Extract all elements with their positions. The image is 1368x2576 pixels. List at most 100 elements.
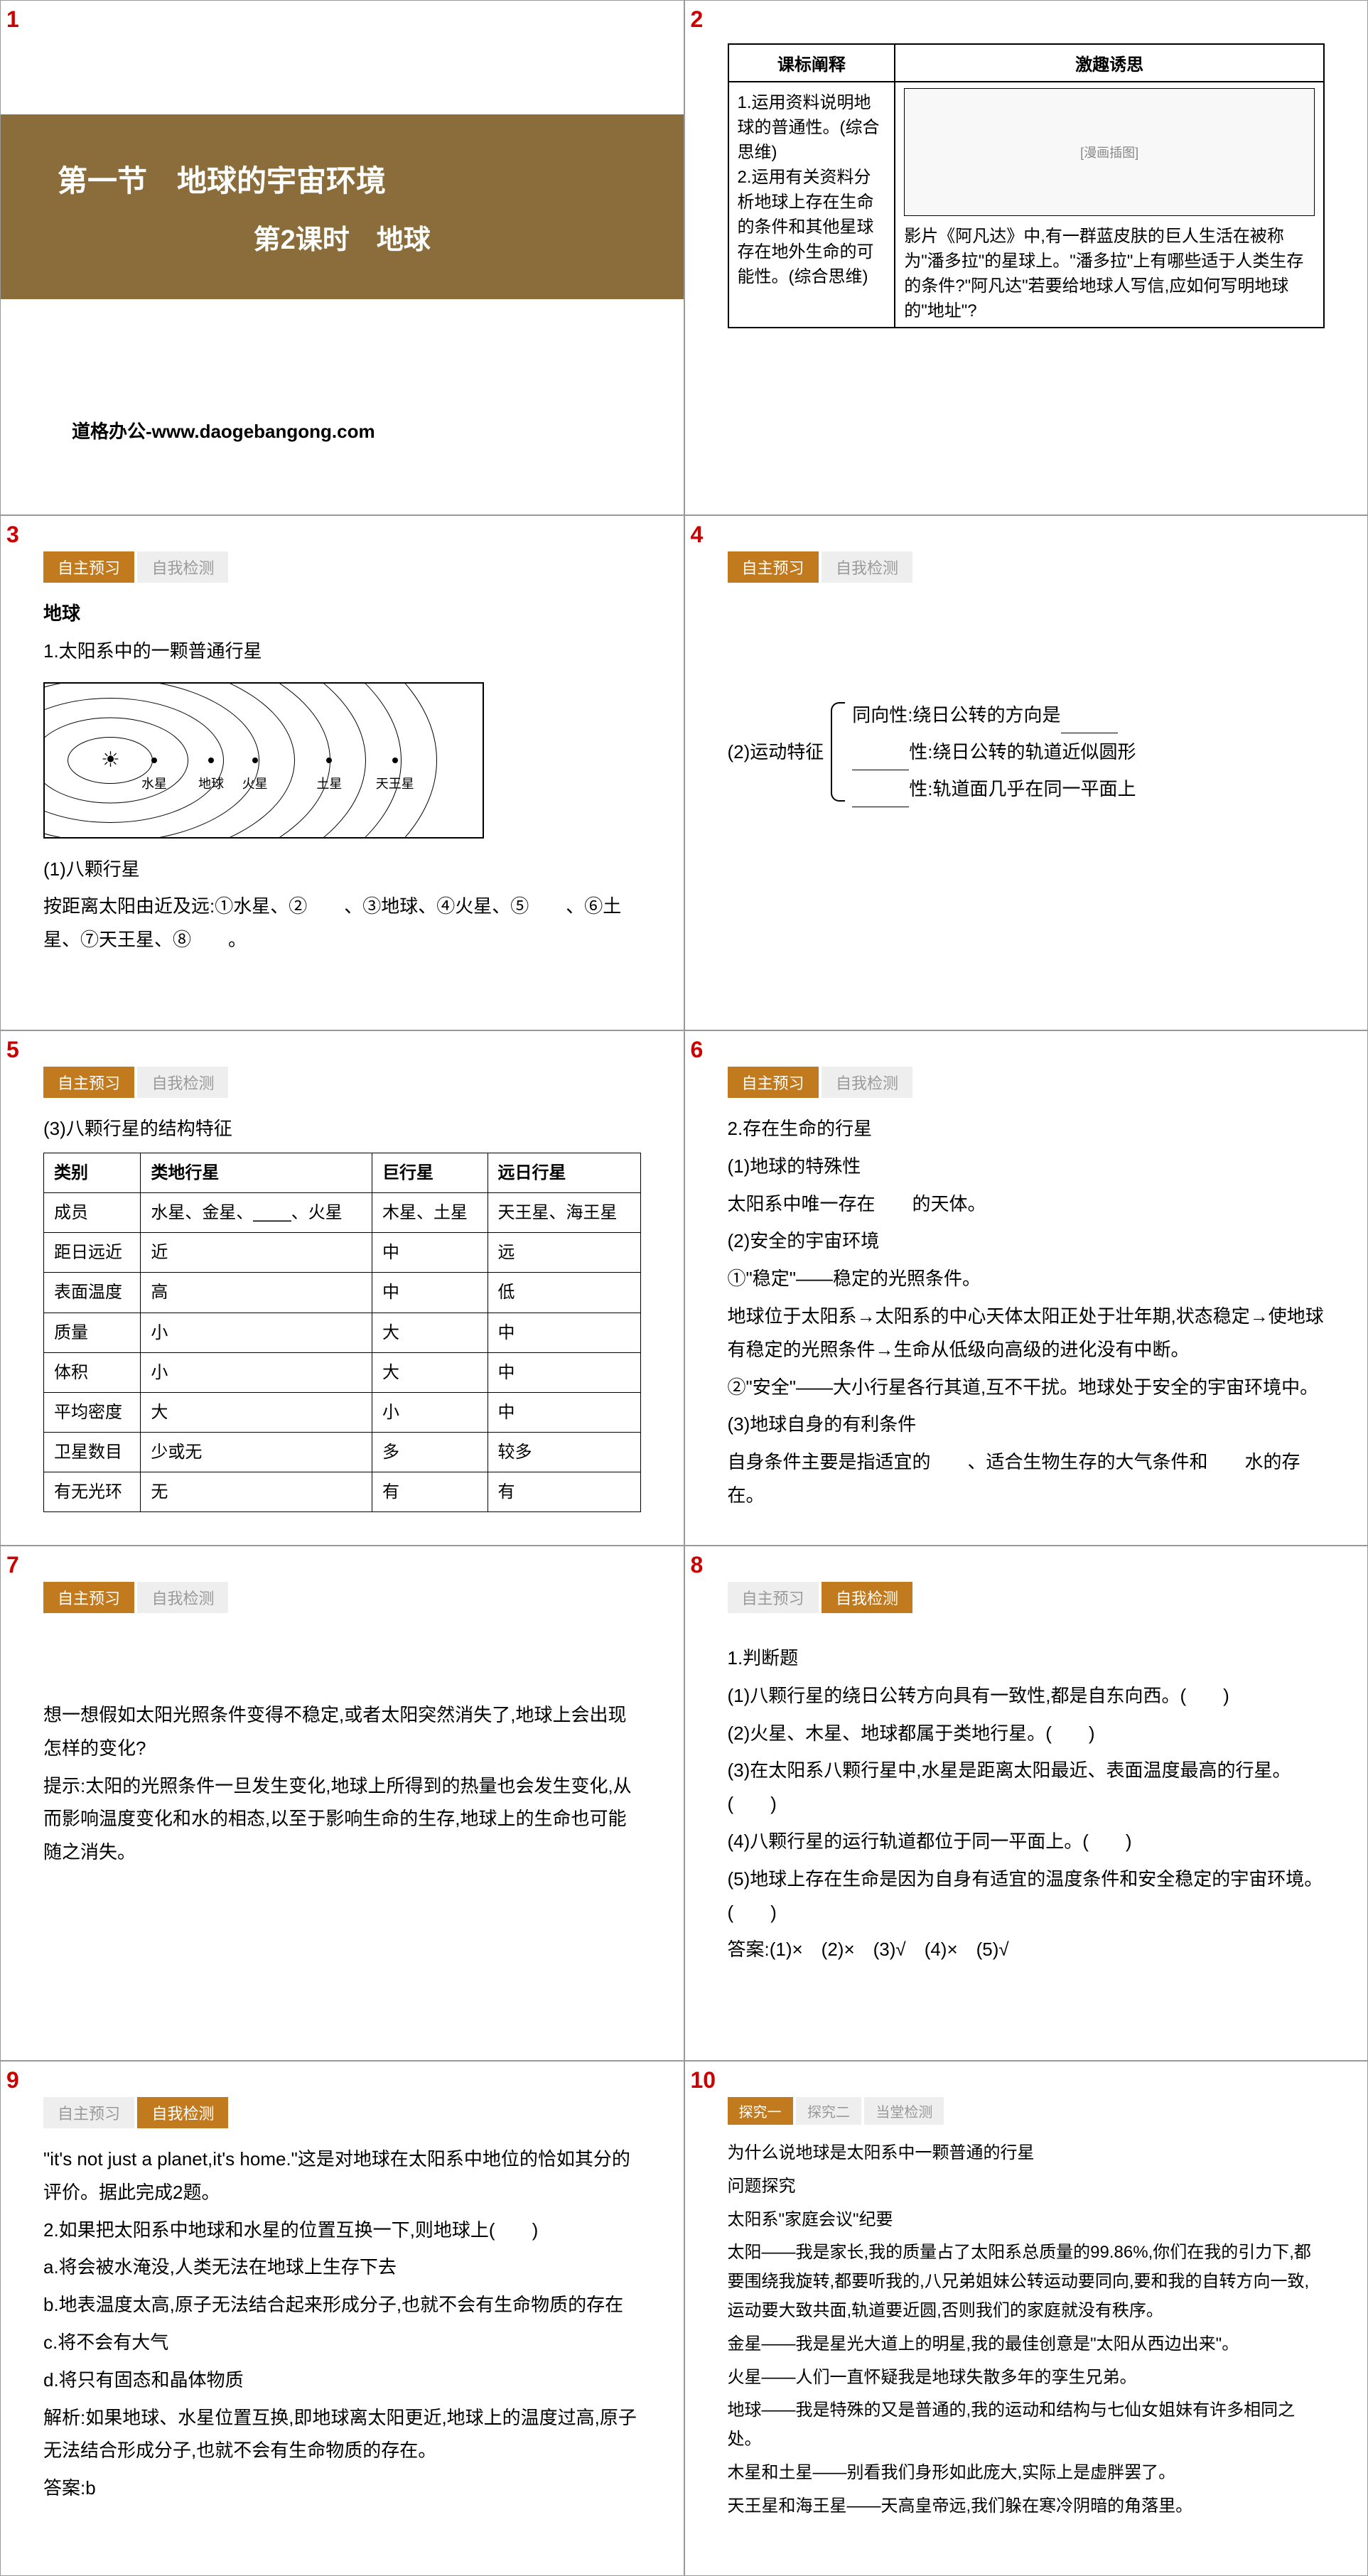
line: 按距离太阳由近及远:①水星、② 、③地球、④火星、⑤ 、⑥土星、⑦天王星、⑧ 。: [43, 890, 641, 956]
planet-dot: [326, 758, 332, 763]
slide-1: 1 第一节 地球的宇宙环境 第2课时 地球 道格办公-www.daogebang…: [0, 0, 684, 515]
tab-preview[interactable]: 自主预习: [728, 551, 819, 583]
tab-explore2[interactable]: 探究二: [796, 2097, 861, 2125]
table-cell: 成员: [44, 1192, 141, 1232]
table-row: 体积小大中: [44, 1352, 641, 1392]
table-row: 卫星数目少或无多较多: [44, 1433, 641, 1472]
tabs: 探究一 探究二 当堂检测: [728, 2097, 1325, 2125]
content-line: 木星和土星——别看我们身形如此庞大,实际上是虚胖罢了。: [728, 2459, 1325, 2488]
tab-test[interactable]: 自我检测: [822, 1067, 912, 1098]
blank: [852, 748, 909, 770]
table-cell: 低: [488, 1273, 640, 1313]
tab-preview[interactable]: 自主预习: [43, 1067, 134, 1098]
title-main: 第一节 地球的宇宙环境: [58, 157, 627, 200]
content-s6: 2.存在生命的行星(1)地球的特殊性太阳系中唯一存在 的天体。(2)安全的宇宙环…: [728, 1112, 1325, 1512]
bracket-item-text: 性:绕日公转的轨道近似圆形: [909, 741, 1136, 762]
content-line: 1.判断题: [728, 1642, 1325, 1675]
blank: [852, 785, 909, 807]
table-row: 有无光环无有有: [44, 1472, 641, 1512]
content-line: 自身条件主要是指适宜的 、适合生物生存的大气条件和 水的存在。: [728, 1445, 1325, 1512]
tab-explore1[interactable]: 探究一: [728, 2097, 793, 2125]
slide-number: 10: [691, 2067, 716, 2093]
content-line: (1)八颗行星的绕日公转方向具有一致性,都是自东向西。( ): [728, 1679, 1325, 1713]
tab-preview[interactable]: 自主预习: [43, 2097, 134, 2128]
table-cell: 少或无: [141, 1433, 372, 1472]
footer-link: 道格办公-www.daogebangong.com: [72, 417, 375, 443]
planet-dot: [392, 758, 398, 763]
table-row: 质量小大中: [44, 1313, 641, 1352]
content-line: c.将不会有大气: [43, 2326, 641, 2359]
table-cell: 表面温度: [44, 1273, 141, 1313]
content-line: 为什么说地球是太阳系中一颗普通的行星: [728, 2139, 1325, 2168]
slide-3: 3 自主预习 自我检测 地球 1.太阳系中的一颗普通行星 ☀ 水星地球火星土星天…: [0, 515, 684, 1030]
slide-8: 8 自主预习 自我检测 1.判断题 (1)八颗行星的绕日公转方向具有一致性,都是自…: [684, 1546, 1368, 2061]
slide-2: 2 课标阐释 激趣诱思 1.运用资料说明地球的普通性。(综合思维) 2.运用有关…: [684, 0, 1368, 515]
s2-col2-cell: [漫画插图] 影片《阿凡达》中,有一群蓝皮肤的巨人生活在被称为"潘多拉"的星球上…: [895, 82, 1324, 328]
slide-7: 7 自主预习 自我检测 想一想假如太阳光照条件变得不稳定,或者太阳突然消失了,地…: [0, 1546, 684, 2061]
content-line: (1)地球的特殊性: [728, 1150, 1325, 1183]
table-cell: 远: [488, 1233, 640, 1273]
tabs: 自主预习 自我检测: [728, 1582, 1325, 1613]
content-line: 问题探究: [728, 2172, 1325, 2202]
bracket-block: (2)运动特征 同向性:绕日公转的方向是 性:绕日公转的轨道近似圆形 性:轨道面…: [728, 696, 1325, 807]
content-line: 2.存在生命的行星: [728, 1112, 1325, 1146]
slides-grid: 1 第一节 地球的宇宙环境 第2课时 地球 道格办公-www.daogebang…: [0, 0, 1368, 2576]
content-s7: 想一想假如太阳光照条件变得不稳定,或者太阳突然消失了,地球上会出现怎样的变化?提…: [43, 1698, 641, 1869]
tabs: 自主预习 自我检测: [43, 2097, 641, 2128]
slide-number: 6: [691, 1037, 704, 1063]
planet-label: 水星: [141, 772, 167, 795]
table-cell: 有: [488, 1472, 640, 1512]
content-line: ②"安全"——大小行星各行其道,互不干扰。地球处于安全的宇宙环境中。: [728, 1371, 1325, 1404]
content-line: 太阳系"家庭会议"纪要: [728, 2206, 1325, 2235]
table-row: 距日远近近中远: [44, 1233, 641, 1273]
planet-dot: [208, 758, 214, 763]
table-cell: 天王星、海王星: [488, 1192, 640, 1232]
table-cell: 小: [141, 1352, 372, 1392]
tabs: 自主预习 自我检测: [43, 551, 641, 583]
content-line: 金星——我是星光大道上的明星,我的最佳创意是"太阳从西边出来"。: [728, 2330, 1325, 2359]
content-line: b.地表温度太高,原子无法结合起来形成分子,也就不会有生命物质的存在: [43, 2288, 641, 2322]
tab-test[interactable]: 自我检测: [137, 2097, 228, 2128]
table-cell: 中: [488, 1352, 640, 1392]
title-sub: 第2课时 地球: [58, 217, 627, 257]
table-cell: 中: [372, 1233, 488, 1273]
tab-test[interactable]: 自我检测: [822, 1582, 912, 1613]
slide-number: 5: [6, 1037, 19, 1063]
content-s8: 1.判断题 (1)八颗行星的绕日公转方向具有一致性,都是自东向西。( ) (2)火星…: [728, 1642, 1325, 1966]
slide-6: 6 自主预习 自我检测 2.存在生命的行星 (1)地球的特殊性太阳系中唯一存在 的…: [684, 1030, 1368, 1546]
planet-label: 天王星: [376, 772, 414, 795]
tab-classtest[interactable]: 当堂检测: [864, 2097, 944, 2125]
tab-test[interactable]: 自我检测: [137, 1582, 228, 1613]
s2-table: 课标阐释 激趣诱思 1.运用资料说明地球的普通性。(综合思维) 2.运用有关资料…: [728, 43, 1325, 328]
content-line: 解析:如果地球、水星位置互换,即地球离太阳更近,地球上的温度过高,原子无法结合形…: [43, 2401, 641, 2468]
slide-number: 9: [6, 2067, 19, 2093]
table-cell: 近: [141, 1233, 372, 1273]
slide-number: 8: [691, 1552, 704, 1578]
content-line: (4)八颗行星的运行轨道都位于同一平面上。( ): [728, 1825, 1325, 1858]
tab-test[interactable]: 自我检测: [822, 551, 912, 583]
table-cell: 较多: [488, 1433, 640, 1472]
table-cell: 小: [141, 1313, 372, 1352]
tab-test[interactable]: 自我检测: [137, 1067, 228, 1098]
tab-preview[interactable]: 自主预习: [43, 551, 134, 583]
tab-preview[interactable]: 自主预习: [728, 1582, 819, 1613]
tab-test[interactable]: 自我检测: [137, 551, 228, 583]
slide-number: 4: [691, 522, 704, 548]
s5-header-row: 类别类地行星巨行星远日行星: [44, 1153, 641, 1192]
table-header: 类别: [44, 1153, 141, 1192]
line: (1)八颗行星: [43, 853, 641, 886]
content-line: 天王星和海王星——天高皇帝远,我们躲在寒冷阴暗的角落里。: [728, 2492, 1325, 2521]
content-line: 太阳系中唯一存在 的天体。: [728, 1187, 1325, 1221]
content-line: (3)在太阳系八颗行星中,水星是距离太阳最近、表面温度最高的行星。( ): [728, 1754, 1325, 1821]
tab-preview[interactable]: 自主预习: [728, 1067, 819, 1098]
content-line: (5)地球上存在生命是因为自身有适宜的温度条件和安全稳定的宇宙环境。( ): [728, 1863, 1325, 1929]
content-line: (2)火星、木星、地球都属于类地行星。( ): [728, 1717, 1325, 1750]
content-s9: "it's not just a planet,it's home."这是对地球…: [43, 2143, 641, 2505]
tabs: 自主预习 自我检测: [43, 1582, 641, 1613]
tab-preview[interactable]: 自主预习: [43, 1582, 134, 1613]
table-cell: 有无光环: [44, 1472, 141, 1512]
title-block: 第一节 地球的宇宙环境 第2课时 地球: [1, 114, 684, 299]
planet-label: 土星: [316, 772, 342, 795]
line: 1.太阳系中的一颗普通行星: [43, 635, 641, 668]
slide-4: 4 自主预习 自我检测 (2)运动特征 同向性:绕日公转的方向是 性:绕日公转的…: [684, 515, 1368, 1030]
